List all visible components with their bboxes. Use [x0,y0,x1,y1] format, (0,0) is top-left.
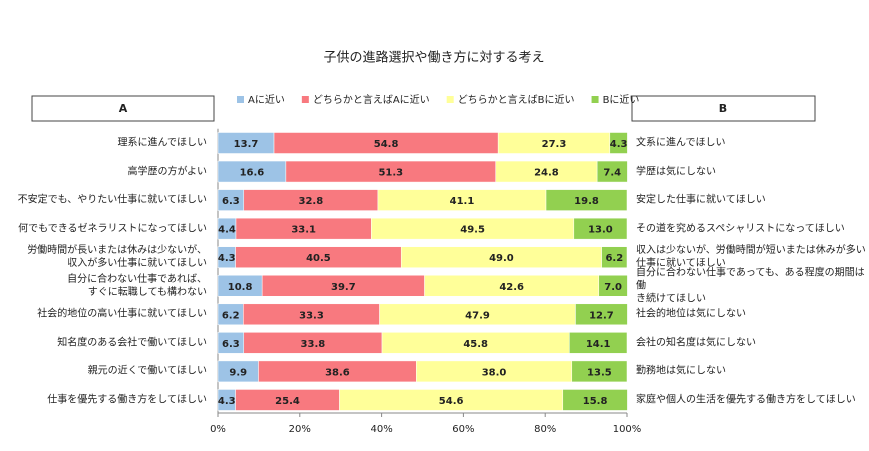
right-label: 家庭や個人の生活を優先する働き方をしてほしい [636,394,856,406]
right-label: 自分に合わない仕事であっても、ある程度の期間は働 き続けてほしい [636,267,865,305]
bar-segment [601,246,628,268]
left-label: 仕事を優先する働き方をしてほしい [47,394,207,406]
legend-label: どちらかと言えばAに近い [313,93,430,106]
value-label: 6.2 [605,253,623,264]
legend-swatch [237,96,244,103]
value-label: 32.8 [298,196,323,207]
header-b: B [719,102,727,115]
x-tick-label: 60% [452,424,474,435]
value-label: 7.0 [604,282,622,293]
legend-label: Bに近い [603,93,640,106]
bar-segment [596,160,628,183]
x-tick-label: 80% [534,424,556,435]
bar-segment [562,389,628,411]
header-box [31,95,215,122]
left-label: 親元の近くで働いてほしい [87,365,207,377]
value-label: 24.8 [534,168,559,179]
left-label: 不安定でも、やりたい仕事に就いてほしい [17,194,207,206]
left-label: 何でもできるゼネラリストになってほしい [18,223,207,235]
value-label: 27.3 [542,139,567,150]
x-tick-label: 100% [613,424,642,435]
value-label: 49.5 [460,225,485,236]
value-label: 13.7 [234,139,259,150]
right-label: 社会的地位は気にしない [636,308,746,320]
legend-swatch [446,96,454,103]
right-label: その道を究めるスペシャリストになってほしい [636,223,845,235]
value-label: 4.3 [218,396,236,407]
value-label: 19.8 [574,196,599,207]
value-label: 4.4 [218,225,236,236]
bar-segment [598,275,628,297]
legend-swatch [591,96,599,103]
chart-title: 子供の進路選択や働き方に対する考え [323,50,544,66]
right-label: 会社の知名度は気にしない [636,337,756,349]
value-label: 6.3 [222,196,240,207]
value-label: 4.3 [218,253,236,264]
left-label: 自分に合わない仕事であれば、 すぐに転職しても構わない [67,273,207,298]
value-label: 39.7 [331,282,356,293]
value-label: 33.3 [299,310,324,321]
value-label: 13.5 [587,367,612,378]
bar-segment [571,360,628,383]
value-label: 47.9 [465,310,490,321]
value-label: 13.0 [588,225,613,236]
legend-label: Aに近い [248,93,285,106]
bar-segment [545,189,628,211]
value-label: 12.7 [589,310,614,321]
right-label: 収入は少ないが、労働時間が短いまたは休みが多い 仕事に就いてほしい [636,245,866,270]
bar-segment [609,132,628,154]
value-label: 33.8 [301,339,326,350]
header-box [631,95,816,122]
value-label: 10.8 [228,282,253,293]
right-label: 安定した仕事に就いてほしい [636,194,766,206]
right-label: 学歴は気にしない [636,166,716,178]
value-label: 54.8 [374,139,399,150]
header-a: A [119,102,128,115]
left-label: 社会的地位の高い仕事に就いてほしい [37,308,207,320]
left-label: 理系に進んでほしい [117,137,208,149]
value-label: 40.5 [306,253,331,264]
value-label: 51.3 [378,168,403,179]
x-tick-label: 0% [210,424,226,435]
right-label: 勤務地は気にしない [636,365,726,377]
right-label: 文系に進んでほしい [636,137,726,149]
value-label: 49.0 [489,253,514,264]
value-label: 54.6 [439,396,464,407]
value-label: 38.0 [482,367,507,378]
value-label: 6.2 [222,310,240,321]
x-tick-label: 40% [370,424,392,435]
value-label: 33.1 [291,225,316,236]
x-tick-label: 20% [289,424,311,435]
value-label: 15.8 [583,396,608,407]
value-label: 6.3 [222,339,240,350]
value-label: 9.9 [229,367,247,378]
bar-segment [569,332,628,354]
value-label: 4.3 [610,139,628,150]
legend-label: どちらかと言えばBに近い [458,93,575,106]
value-label: 41.1 [450,196,475,207]
value-label: 45.8 [463,339,488,350]
bar-segment [575,303,628,326]
value-label: 7.4 [603,168,621,179]
value-label: 38.6 [325,367,350,378]
value-label: 14.1 [586,339,611,350]
value-label: 25.4 [275,396,300,407]
value-label: 42.6 [499,282,524,293]
value-label: 16.6 [240,168,265,179]
left-label: 高学歴の方がよい [127,166,208,178]
bar-segment [573,217,628,240]
left-label: 労働時間が長いまたは休みは少ないが、 収入が多い仕事に就いてほしい [27,245,207,270]
legend-swatch [301,96,309,103]
left-label: 知名度のある会社で働いてほしい [57,337,207,349]
